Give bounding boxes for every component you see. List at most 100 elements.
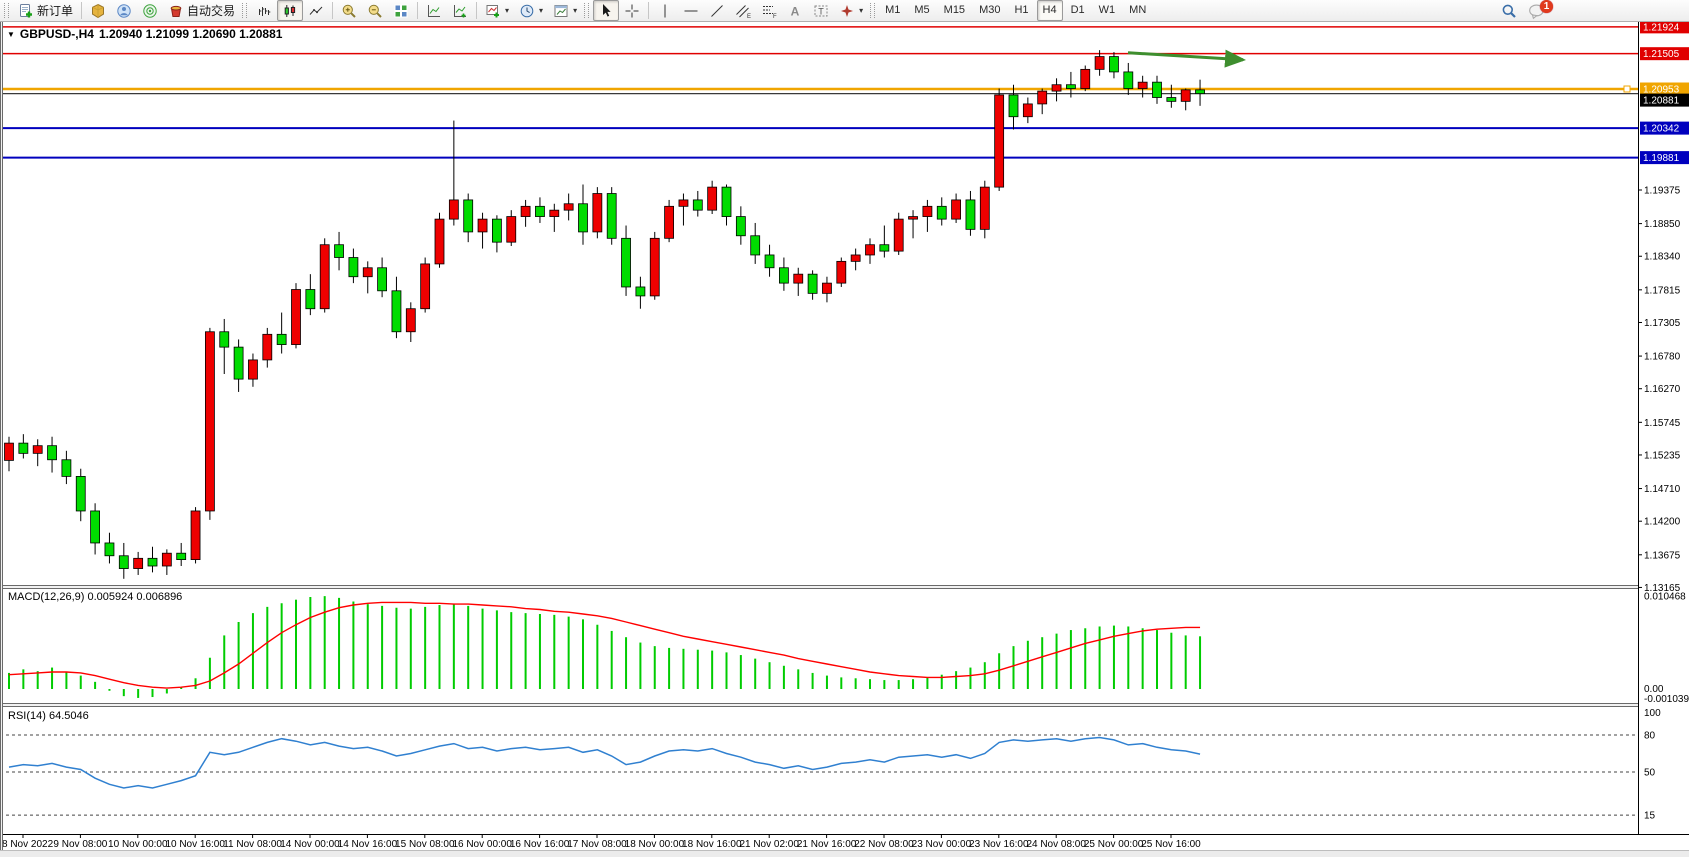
collapse-triangle-icon[interactable]: ▼ (7, 29, 15, 39)
price-level-tag-bg (1640, 20, 1689, 34)
date-label: 25 Nov 00:00 (1084, 839, 1144, 850)
toolbar-separator (417, 2, 419, 19)
indicator-window-button[interactable] (447, 0, 473, 21)
candle-body (1066, 84, 1076, 89)
zoom-out-icon (368, 4, 382, 18)
pane-separator[interactable] (0, 703, 1638, 707)
candle-body (133, 557, 144, 569)
crosshair-tool-button[interactable] (619, 0, 645, 21)
market-watch-button[interactable] (85, 0, 111, 21)
candle-body (649, 237, 660, 297)
template-button[interactable]: ▾ (548, 0, 582, 21)
timeframe-H4[interactable]: H4 (1036, 0, 1063, 21)
rsi-title: RSI(14) (8, 710, 46, 722)
zoom-in-button[interactable] (336, 0, 362, 21)
price-tick-label: 1.13165 (1644, 583, 1681, 594)
macd-axis-label: -0.001039 (1644, 694, 1689, 705)
timeframe-M15[interactable]: M15 (943, 4, 966, 16)
candle-body (979, 186, 990, 230)
toolbar-grip[interactable] (584, 3, 590, 18)
candle-body (448, 199, 459, 220)
candlestick-mode-button[interactable] (277, 0, 304, 21)
navigator-button[interactable] (137, 0, 163, 21)
new-chart-button[interactable]: ▾ (480, 0, 514, 21)
candle-body (578, 203, 588, 233)
rsi-indicator-label: RSI(14) 64.5046 (8, 710, 89, 722)
candle-body (865, 244, 875, 256)
candle-body (549, 209, 560, 217)
candle-body (90, 510, 100, 544)
toolbar-grip[interactable] (4, 3, 9, 18)
green-radar-icon (143, 3, 157, 18)
equidistant-channel-tool-button[interactable]: E (730, 0, 756, 21)
cursor-tool-button[interactable] (593, 0, 620, 21)
timeframe-M30[interactable]: M30 (979, 4, 1001, 16)
date-label: 14 Nov 00:00 (280, 839, 340, 850)
candle-body (319, 244, 330, 310)
rsi-axis-label: 50 (1644, 768, 1656, 779)
new-order-button[interactable]: 新订单 (13, 0, 78, 21)
timeframe-MN[interactable]: MN (1129, 4, 1147, 16)
price-tick-label: 1.19375 (1644, 186, 1681, 197)
tile-windows-button[interactable] (388, 0, 414, 21)
candle-body (1094, 56, 1105, 70)
candle-body (190, 510, 201, 560)
toolbar-separator (648, 2, 650, 19)
new-order-label: 新订单 (37, 4, 74, 18)
rsi-axis-label: 100 (1644, 708, 1661, 719)
vertical-line-tool-button[interactable] (652, 0, 678, 21)
timeframe-W1[interactable]: W1 (1098, 4, 1116, 16)
candle-body (118, 555, 129, 569)
price-level-tag: 1.21924 (1643, 22, 1680, 33)
new-order-icon (20, 3, 32, 17)
candle-body (463, 199, 474, 233)
trend-arrow[interactable] (1127, 49, 1246, 68)
pane-separator[interactable] (0, 585, 1638, 589)
chevron-down-icon: ▾ (505, 6, 510, 15)
data-window-button[interactable] (111, 0, 137, 21)
chat-button[interactable]: 1 (1527, 0, 1553, 20)
timeframe-H1[interactable]: H1 (1014, 4, 1029, 16)
date-label: 22 Nov 08:00 (854, 839, 914, 850)
macd-indicator-label: MACD(12,26,9) 0.005924 0.006896 (8, 591, 182, 603)
ohlc-values-label: 1.20940 1.21099 1.20690 1.20881 (98, 27, 283, 41)
bar-chart-mode-button[interactable] (251, 0, 277, 21)
fibonacci-tool-button[interactable]: F (756, 0, 782, 21)
candle-body (1051, 84, 1062, 92)
clock-icon (520, 4, 534, 17)
timeframe-D1[interactable]: D1 (1070, 4, 1085, 16)
candle-body (1080, 68, 1091, 89)
arrows-tool-button[interactable]: ▾ (834, 0, 868, 21)
autotrade-button[interactable]: 自动交易 (163, 0, 240, 21)
toolbar-grip[interactable] (870, 3, 876, 18)
timeframe-M1[interactable]: M1 (885, 4, 901, 16)
line-drag-handle[interactable] (1623, 85, 1631, 93)
date-label: 25 Nov 16:00 (1141, 839, 1201, 850)
line-chart-mode-button[interactable] (303, 0, 329, 21)
price-level-tag-bg (1640, 47, 1689, 61)
text-label-tool-button[interactable]: T (808, 0, 834, 21)
toolbar-grip[interactable] (242, 3, 248, 18)
horizontal-line-tool-button[interactable] (678, 0, 704, 21)
macd-values: 0.005924 0.006896 (87, 591, 183, 603)
line-chart-icon (309, 6, 323, 15)
window-left-edge (0, 22, 3, 857)
candle-body (721, 186, 732, 217)
template-icon (554, 4, 568, 17)
candle-body (807, 273, 818, 294)
candle-body (204, 331, 215, 512)
trendline-tool-button[interactable] (704, 0, 730, 21)
candle-body (850, 254, 861, 262)
text-tool-button[interactable]: A (782, 0, 808, 21)
indicators-button[interactable] (421, 0, 447, 21)
candle-body (664, 205, 674, 239)
candle-body (1037, 90, 1048, 105)
period-button[interactable]: ▾ (514, 0, 548, 21)
candle-body (606, 193, 617, 239)
timeframe-M5[interactable]: M5 (914, 4, 930, 16)
candle-body (377, 267, 388, 292)
search-button[interactable] (1501, 3, 1517, 19)
candle-body (1137, 81, 1148, 89)
zoom-out-button[interactable] (362, 0, 388, 21)
